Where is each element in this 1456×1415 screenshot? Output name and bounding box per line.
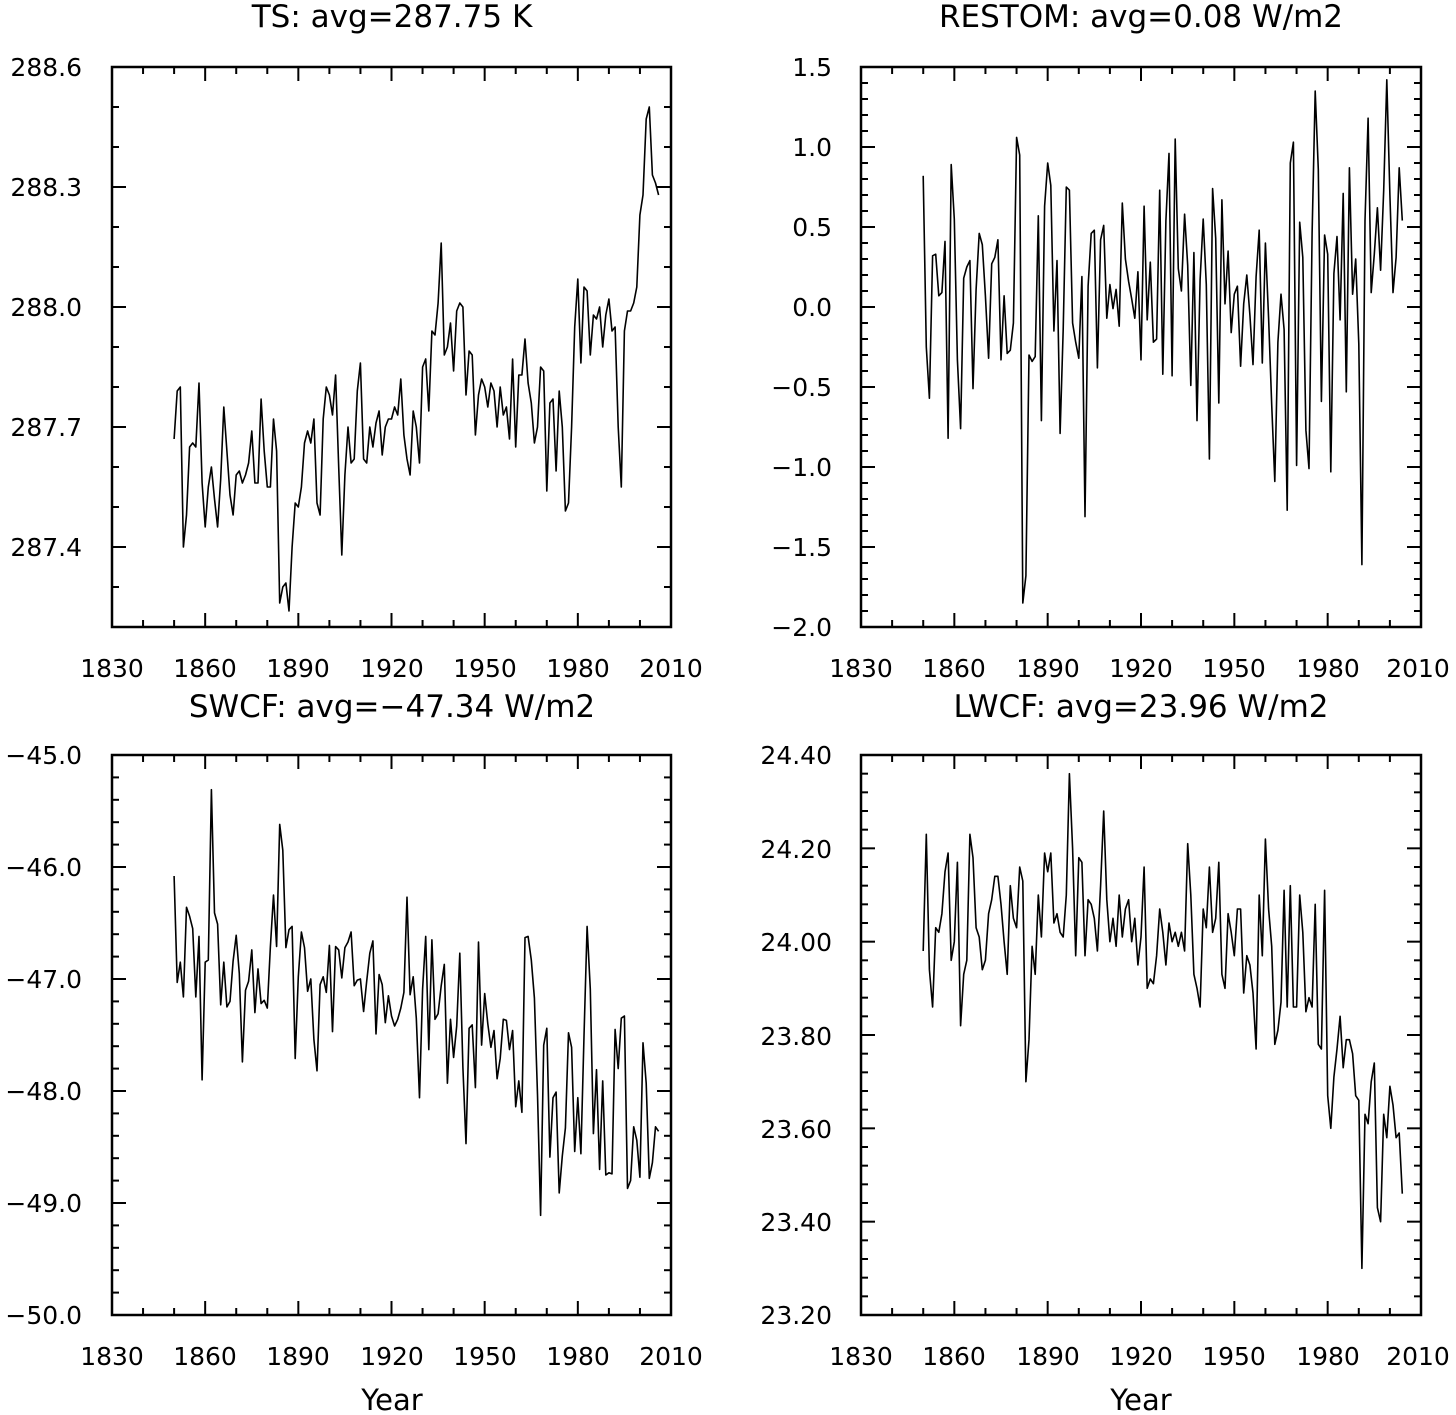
ts-y-tick-labels: 287.4 287.7 288.0 288.3 288.6: [10, 53, 82, 562]
ts-series-line: [173, 106, 660, 612]
ts-tick-marks: [111, 66, 672, 628]
swcf-y-tick-labels: −50.0 −49.0 −48.0 −47.0 −46.0 −45.0: [5, 741, 82, 1330]
swcf-x-tick-label: 2010: [639, 1342, 703, 1371]
lwcf-y-tick-label: 23.80: [760, 1022, 832, 1051]
lwcf-x-tick-label: 1920: [1109, 1342, 1173, 1371]
restom-y-tick-label: 1.5: [792, 53, 832, 82]
swcf-x-tick-label: 1830: [80, 1342, 144, 1371]
ts-x-tick-label: 1920: [360, 654, 424, 683]
ts-y-tick-label: 288.6: [10, 53, 82, 82]
restom-y-tick-label: 0.0: [792, 293, 832, 322]
swcf-plot-frame: [110, 753, 673, 1317]
restom-y-tick-label: −0.5: [771, 373, 832, 402]
swcf-x-tick-label: 1980: [546, 1342, 610, 1371]
swcf-x-tick-labels: 1830 1860 1890 1920 1950 1980 2010: [80, 1342, 703, 1371]
ts-y-tick-label: 287.7: [10, 413, 82, 442]
panel-swcf: SWCF: avg=−47.34 W/m2 −50.0 −49.0 −48.0 …: [5, 689, 702, 1415]
ts-x-tick-label: 1890: [266, 654, 330, 683]
restom-x-tick-label: 1980: [1296, 654, 1360, 683]
ts-y-tick-label: 287.4: [10, 533, 82, 562]
ts-x-tick-label: 1860: [173, 654, 237, 683]
restom-x-tick-labels: 1830 1860 1890 1920 1950 1980 2010: [829, 654, 1450, 683]
swcf-y-tick-label: −50.0: [5, 1301, 82, 1330]
restom-x-tick-label: 1890: [1016, 654, 1080, 683]
ts-y-tick-label: 288.3: [10, 173, 82, 202]
swcf-x-axis-label: Year: [360, 1383, 422, 1415]
restom-x-tick-label: 1950: [1202, 654, 1266, 683]
panel-ts: TS: avg=287.75 K 287.4 287.7 288.0 288.3…: [10, 0, 702, 683]
panel-restom: RESTOM: avg=0.08 W/m2 −2.0 −1.5 −1.0 −0.…: [771, 0, 1450, 683]
panel-lwcf: LWCF: avg=23.96 W/m2 23.20 23.40 23.60 2…: [760, 689, 1449, 1415]
lwcf-panel-title: LWCF: avg=23.96 W/m2: [953, 689, 1328, 725]
swcf-y-tick-label: −49.0: [5, 1189, 82, 1218]
lwcf-x-tick-label: 2010: [1386, 1342, 1450, 1371]
restom-panel-title: RESTOM: avg=0.08 W/m2: [939, 0, 1343, 35]
lwcf-x-axis-label: Year: [1109, 1383, 1171, 1415]
swcf-y-tick-label: −47.0: [5, 965, 82, 994]
restom-y-tick-label: −1.5: [771, 533, 832, 562]
swcf-x-tick-label: 1920: [360, 1342, 424, 1371]
lwcf-y-tick-label: 23.40: [760, 1208, 832, 1237]
lwcf-y-tick-label: 24.40: [760, 741, 832, 770]
ts-x-tick-label: 1950: [453, 654, 517, 683]
ts-x-tick-labels: 1830 1860 1890 1920 1950 1980 2010: [80, 654, 703, 683]
lwcf-x-tick-label: 1830: [829, 1342, 893, 1371]
restom-y-tick-label: 0.5: [792, 213, 832, 242]
lwcf-x-tick-label: 1950: [1202, 1342, 1266, 1371]
restom-tick-marks: [860, 66, 1422, 628]
restom-x-tick-label: 1830: [829, 654, 893, 683]
lwcf-plot-frame: [859, 753, 1423, 1317]
restom-series-line: [922, 79, 1404, 604]
lwcf-series-line: [922, 772, 1404, 1270]
swcf-panel-title: SWCF: avg=−47.34 W/m2: [189, 689, 595, 725]
swcf-y-tick-label: −46.0: [5, 853, 82, 882]
swcf-tick-marks: [111, 754, 672, 1316]
swcf-y-tick-label: −48.0: [5, 1077, 82, 1106]
restom-y-tick-label: −1.0: [771, 453, 832, 482]
lwcf-x-tick-labels: 1830 1860 1890 1920 1950 1980 2010: [829, 1342, 1450, 1371]
ts-x-tick-label: 2010: [639, 654, 703, 683]
swcf-x-tick-label: 1950: [453, 1342, 517, 1371]
swcf-series-line: [173, 788, 660, 1217]
ts-y-tick-label: 288.0: [10, 293, 82, 322]
swcf-x-tick-label: 1860: [173, 1342, 237, 1371]
lwcf-x-tick-label: 1980: [1296, 1342, 1360, 1371]
ts-panel-title: TS: avg=287.75 K: [251, 0, 533, 35]
restom-x-tick-label: 2010: [1386, 654, 1450, 683]
restom-y-tick-labels: −2.0 −1.5 −1.0 −0.5 0.0 0.5 1.0 1.5: [771, 53, 832, 642]
ts-x-tick-label: 1980: [546, 654, 610, 683]
lwcf-y-tick-label: 24.00: [760, 928, 832, 957]
lwcf-x-tick-label: 1890: [1016, 1342, 1080, 1371]
swcf-x-tick-label: 1890: [266, 1342, 330, 1371]
lwcf-tick-marks: [860, 754, 1422, 1316]
restom-y-tick-label: 1.0: [792, 133, 832, 162]
swcf-y-tick-label: −45.0: [5, 741, 82, 770]
lwcf-x-tick-label: 1860: [922, 1342, 986, 1371]
restom-y-tick-label: −2.0: [771, 613, 832, 642]
ts-plot-frame: [110, 65, 673, 629]
lwcf-y-tick-labels: 23.20 23.40 23.60 23.80 24.00 24.20 24.4…: [760, 741, 832, 1330]
lwcf-y-tick-label: 24.20: [760, 835, 832, 864]
lwcf-y-tick-label: 23.20: [760, 1301, 832, 1330]
lwcf-y-tick-label: 23.60: [760, 1115, 832, 1144]
ts-x-tick-label: 1830: [80, 654, 144, 683]
restom-x-tick-label: 1860: [922, 654, 986, 683]
restom-x-tick-label: 1920: [1109, 654, 1173, 683]
